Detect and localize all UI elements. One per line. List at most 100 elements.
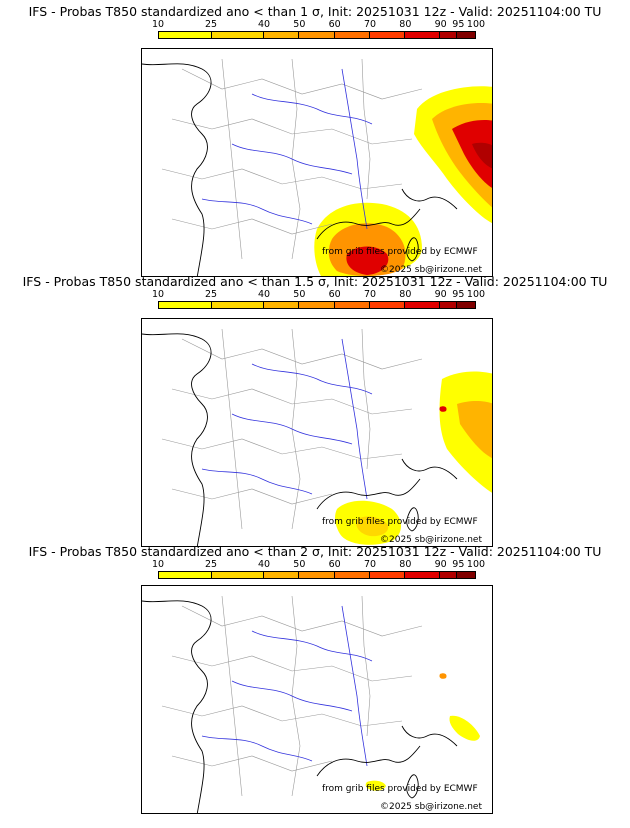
rivers	[201, 605, 373, 767]
probability-map[interactable]: from grib files provided by ECMWF ©2025 …	[141, 585, 493, 814]
scale-tick-label: 25	[204, 289, 218, 300]
scale-bin	[264, 32, 300, 38]
alps-probability-peak	[472, 142, 492, 169]
scale-bin	[264, 302, 300, 308]
scale-tick-label: 25	[204, 19, 218, 30]
scale-tick-label: 10	[151, 559, 165, 570]
coastlines	[142, 600, 458, 813]
scale-tick-label: 90	[434, 559, 447, 570]
probability-map[interactable]: from grib files provided by ECMWF ©2025 …	[141, 48, 493, 277]
scale-tick-label: 95	[452, 289, 465, 300]
scale-tick-label: 100	[466, 19, 486, 30]
alps-probability-high	[439, 406, 447, 412]
scale-tick-label: 40	[257, 559, 271, 570]
scale-tick-label: 80	[399, 289, 412, 300]
rivers	[201, 338, 373, 500]
scale-tick-label: 70	[363, 289, 377, 300]
probability-map[interactable]: from grib files provided by ECMWF ©2025 …	[141, 318, 493, 547]
panel-sigma-1-5: IFS - Probas T850 standardized ano < tha…	[0, 274, 630, 547]
scale-tick-label: 70	[363, 19, 377, 30]
scale-bin	[457, 572, 475, 578]
coastlines	[142, 333, 458, 546]
gulf-probability-area	[365, 780, 386, 791]
scale-tick-label: 40	[257, 19, 271, 30]
probability-shading	[335, 371, 492, 545]
scale-bin	[159, 32, 212, 38]
scale-tick-label: 90	[434, 19, 447, 30]
scale-bin	[334, 32, 370, 38]
scale-tick-label: 100	[466, 559, 486, 570]
scale-bin	[264, 572, 300, 578]
scale-bin	[439, 572, 458, 578]
scale-tick-label: 10	[151, 289, 165, 300]
scale-tick-label: 80	[399, 19, 412, 30]
scale-bin	[439, 32, 458, 38]
scale-bin	[369, 32, 405, 38]
color-scale-labels: 10 25 40 50 60 70 80 90 95 100	[150, 560, 490, 570]
scale-tick-label: 60	[328, 289, 341, 300]
scale-tick-label: 50	[293, 289, 306, 300]
alps-probability-core	[457, 401, 492, 458]
probability-shading	[365, 673, 480, 791]
alps-probability-area	[449, 715, 480, 741]
color-scale-labels: 10 25 40 50 60 70 80 90 95 100	[150, 20, 490, 30]
copyright-credit: ©2025 sb@irizone.net	[380, 802, 482, 812]
scale-bin	[369, 302, 405, 308]
color-scale-bar	[158, 31, 476, 39]
probability-shading	[314, 86, 492, 276]
scale-bin	[299, 572, 335, 578]
copyright-credit: ©2025 sb@irizone.net	[380, 535, 482, 545]
panel-sigma-2: IFS - Probas T850 standardized ano < tha…	[0, 544, 630, 814]
scale-tick-label: 10	[151, 19, 165, 30]
scale-tick-label: 90	[434, 289, 447, 300]
scale-tick-label: 40	[257, 289, 271, 300]
scale-bin	[404, 572, 440, 578]
color-scale-bar	[158, 571, 476, 579]
alps-probability-high	[452, 120, 492, 188]
scale-tick-label: 70	[363, 559, 377, 570]
scale-tick-label: 100	[466, 289, 486, 300]
panel-title: IFS - Probas T850 standardized ano < tha…	[28, 544, 602, 559]
scale-bin	[439, 302, 458, 308]
panel-title: IFS - Probas T850 standardized ano < tha…	[28, 4, 602, 19]
coastlines	[142, 63, 458, 276]
color-scale-labels: 10 25 40 50 60 70 80 90 95 100	[150, 290, 490, 300]
copyright-credit: ©2025 sb@irizone.net	[380, 265, 482, 275]
scale-tick-label: 95	[452, 559, 465, 570]
source-credit: from grib files provided by ECMWF	[322, 517, 478, 527]
scale-bin	[159, 302, 212, 308]
scale-bin	[334, 572, 370, 578]
scale-bin	[457, 32, 475, 38]
rivers	[201, 68, 373, 230]
scale-tick-label: 60	[328, 559, 341, 570]
scale-bin	[299, 32, 335, 38]
gulf-probability-high	[346, 246, 389, 275]
scale-bin	[404, 302, 440, 308]
map-svg	[142, 328, 492, 546]
scale-bin	[404, 32, 440, 38]
scale-bin	[457, 302, 475, 308]
panel-sigma-1: IFS - Probas T850 standardized ano < tha…	[0, 4, 630, 277]
scale-bin	[369, 572, 405, 578]
scale-bin	[159, 572, 212, 578]
scale-tick-label: 95	[452, 19, 465, 30]
scale-bin	[211, 302, 265, 308]
scale-tick-label: 50	[293, 19, 306, 30]
color-scale-bar	[158, 301, 476, 309]
scale-bin	[211, 572, 265, 578]
panel-title: IFS - Probas T850 standardized ano < tha…	[22, 274, 608, 289]
scale-tick-label: 25	[204, 559, 218, 570]
scale-bin	[299, 302, 335, 308]
gulf-probability-core	[356, 516, 389, 537]
map-svg	[142, 595, 480, 813]
source-credit: from grib files provided by ECMWF	[322, 784, 478, 794]
source-credit: from grib files provided by ECMWF	[322, 247, 478, 257]
scale-bin	[211, 32, 265, 38]
scale-tick-label: 60	[328, 19, 341, 30]
scale-tick-label: 80	[399, 559, 412, 570]
scale-tick-label: 50	[293, 559, 306, 570]
scale-bin	[334, 302, 370, 308]
alps-probability-spot	[439, 673, 447, 679]
admin-borders	[161, 328, 423, 530]
map-svg	[142, 58, 492, 276]
